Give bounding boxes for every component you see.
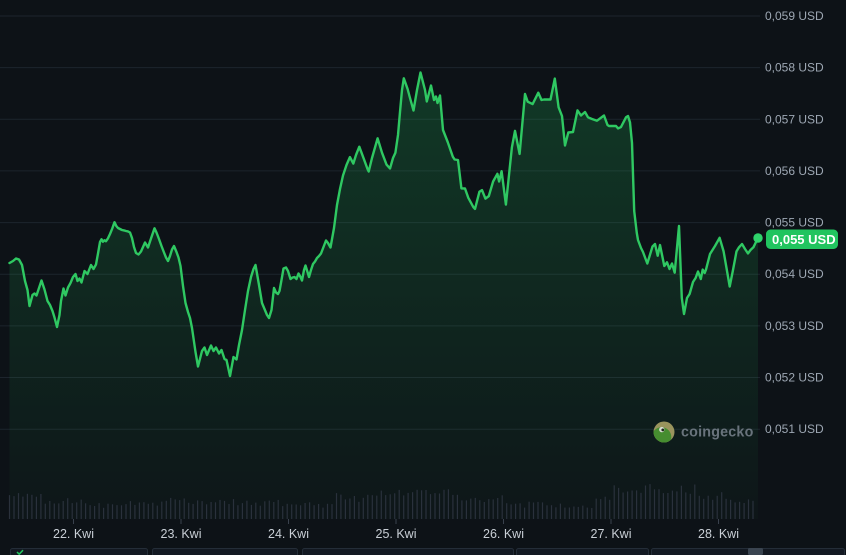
- svg-text:22. Kwi: 22. Kwi: [53, 527, 94, 541]
- svg-text:0,051 USD: 0,051 USD: [765, 422, 824, 436]
- svg-text:0,055 USD: 0,055 USD: [772, 232, 836, 247]
- svg-text:28. Kwi: 28. Kwi: [698, 527, 739, 541]
- svg-text:0,052 USD: 0,052 USD: [765, 371, 824, 385]
- svg-text:0,057 USD: 0,057 USD: [765, 112, 824, 126]
- svg-text:24. Kwi: 24. Kwi: [268, 527, 309, 541]
- svg-text:0,053 USD: 0,053 USD: [765, 319, 824, 333]
- svg-text:25. Kwi: 25. Kwi: [376, 527, 417, 541]
- svg-text:0,055 USD: 0,055 USD: [765, 216, 824, 230]
- svg-text:0,054 USD: 0,054 USD: [765, 267, 824, 281]
- svg-text:27. Kwi: 27. Kwi: [591, 527, 632, 541]
- svg-text:0,059 USD: 0,059 USD: [765, 9, 824, 23]
- svg-text:23. Kwi: 23. Kwi: [161, 527, 202, 541]
- svg-text:0,058 USD: 0,058 USD: [765, 61, 824, 75]
- svg-text:coingecko: coingecko: [681, 425, 754, 441]
- svg-text:26. Kwi: 26. Kwi: [483, 527, 524, 541]
- svg-text:0,056 USD: 0,056 USD: [765, 164, 824, 178]
